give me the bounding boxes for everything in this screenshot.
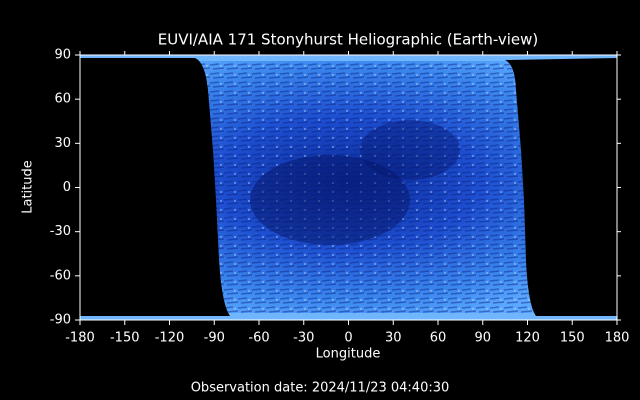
x-tick-label: 0 xyxy=(344,331,352,346)
x-tick-label: -60 xyxy=(248,331,269,346)
y-tick-label: 30 xyxy=(54,136,71,151)
x-tick-label: -180 xyxy=(65,331,95,346)
map-image xyxy=(80,55,617,320)
x-tick-label: -90 xyxy=(204,331,225,346)
x-tick-label: -150 xyxy=(110,331,140,346)
x-tick-label: 150 xyxy=(560,331,585,346)
y-tick-label: 0 xyxy=(63,180,71,195)
x-tick-label: 90 xyxy=(474,331,491,346)
chart-title: EUVI/AIA 171 Stonyhurst Heliographic (Ea… xyxy=(158,31,539,49)
x-tick-label: 60 xyxy=(430,331,447,346)
y-tick-label: -60 xyxy=(50,268,71,283)
x-tick-label: 120 xyxy=(515,331,540,346)
footer: Observation date: 2024/11/23 04:40:30 xyxy=(191,381,450,396)
y-axis-label: Latitude xyxy=(21,160,36,214)
y-tick-label: 90 xyxy=(54,48,71,63)
y-tick-label: 60 xyxy=(54,92,71,107)
x-tick-label: 30 xyxy=(385,331,402,346)
x-tick-label: -30 xyxy=(293,331,314,346)
x-axis-label: Longitude xyxy=(316,347,381,362)
x-tick-label: 180 xyxy=(605,331,630,346)
x-tick-label: -120 xyxy=(155,331,185,346)
y-tick-label: -90 xyxy=(50,313,71,328)
y-tick-label: -30 xyxy=(50,224,71,239)
